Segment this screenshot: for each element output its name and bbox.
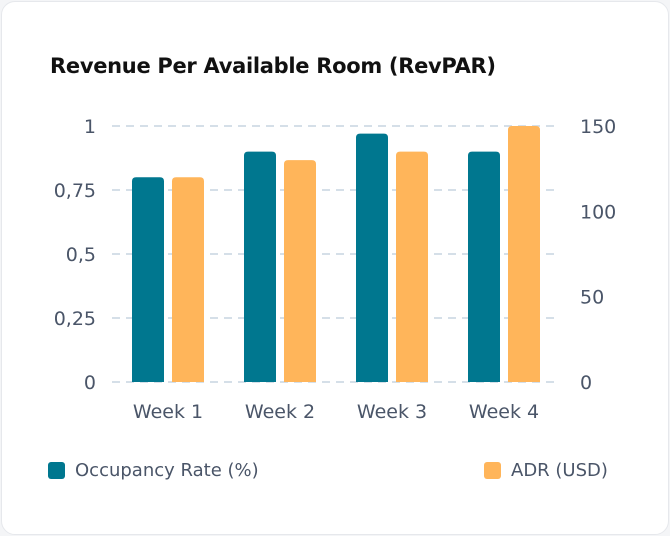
x-tick-label: Week 4 xyxy=(469,401,539,423)
bar-occupancy xyxy=(356,133,388,382)
legend-swatch-occupancy xyxy=(48,462,65,479)
right-tick-label: 50 xyxy=(580,287,604,309)
x-tick-label: Week 3 xyxy=(357,401,427,423)
right-tick-label: 150 xyxy=(580,116,616,138)
bar-occupancy xyxy=(132,177,164,382)
legend-item-adr[interactable]: ADR (USD) xyxy=(484,460,608,481)
x-tick-label: Week 2 xyxy=(245,401,315,423)
left-tick-label: 0,75 xyxy=(54,180,96,202)
bar-adr xyxy=(284,160,316,382)
x-tick-label: Week 1 xyxy=(133,401,203,423)
right-tick-label: 100 xyxy=(580,201,616,223)
left-tick-label: 0,25 xyxy=(54,308,96,330)
left-tick-label: 0 xyxy=(84,372,96,394)
left-tick-label: 0,5 xyxy=(66,244,96,266)
bar-occupancy xyxy=(468,151,500,382)
bar-adr xyxy=(172,177,204,382)
left-tick-label: 1 xyxy=(84,116,96,138)
legend-swatch-adr xyxy=(484,462,501,479)
right-tick-label: 0 xyxy=(580,372,592,394)
bar-occupancy xyxy=(244,151,276,382)
legend-item-occupancy[interactable]: Occupancy Rate (%) xyxy=(48,460,259,481)
legend-label-adr: ADR (USD) xyxy=(511,460,608,481)
bar-adr xyxy=(396,151,428,382)
bar-adr xyxy=(508,126,540,382)
chart-title: Revenue Per Available Room (RevPAR) xyxy=(50,54,496,78)
legend-label-occupancy: Occupancy Rate (%) xyxy=(75,460,259,481)
